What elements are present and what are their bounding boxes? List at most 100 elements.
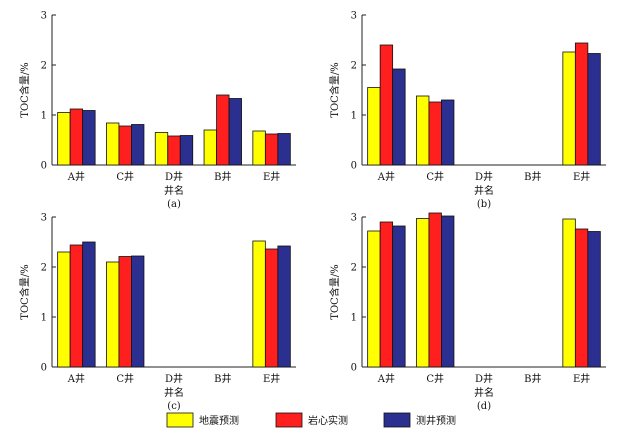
x-tick-label: A井 (377, 372, 395, 385)
y-tick-label: 3 (41, 11, 47, 22)
legend-label: 地震预测 (199, 414, 239, 427)
bar (69, 108, 84, 166)
bar (57, 251, 71, 368)
bar (118, 256, 132, 368)
x-axis-title: 井名 (164, 386, 184, 399)
y-tick-label: 1 (41, 111, 47, 122)
bar (69, 244, 84, 368)
bar (82, 110, 96, 166)
x-tick-label: D井 (165, 170, 183, 183)
bar (587, 53, 601, 166)
bar (416, 218, 430, 368)
x-tick-label: B井 (524, 372, 541, 385)
y-tick-label: 1 (41, 313, 47, 324)
x-tick-label: A井 (377, 170, 395, 183)
bar (228, 98, 242, 166)
y-tick-label: 0 (41, 363, 47, 374)
y-tick-label: 0 (351, 161, 357, 172)
y-tick-label: 3 (351, 213, 357, 224)
x-tick-label: D井 (475, 372, 493, 385)
legend-swatch (275, 412, 303, 428)
bar (264, 133, 279, 166)
y-axis-title: TOC含量/% (328, 264, 341, 319)
x-tick-label: B井 (214, 170, 231, 183)
y-tick-label: 3 (351, 11, 357, 22)
x-tick-label: C井 (426, 372, 444, 385)
y-tick-label: 2 (41, 61, 47, 72)
x-axis-title: 井名 (164, 184, 184, 197)
x-tick-label: E井 (573, 372, 590, 385)
bar (57, 112, 71, 166)
y-tick-label: 0 (351, 363, 357, 374)
bar (252, 240, 266, 368)
bar (441, 215, 455, 368)
panel-caption: (d) (477, 401, 491, 412)
x-axis-title: 井名 (474, 184, 494, 197)
y-axis-title: TOC含量/% (18, 264, 31, 319)
legend-label: 岩心实测 (308, 414, 348, 427)
bar (179, 135, 194, 166)
y-tick-label: 1 (351, 111, 357, 122)
x-tick-label: C井 (116, 170, 134, 183)
x-tick-label: B井 (214, 372, 231, 385)
bar (106, 122, 120, 166)
y-tick-label: 2 (41, 263, 47, 274)
x-tick-label: B井 (524, 170, 541, 183)
bar (587, 231, 601, 368)
y-tick-label: 3 (41, 213, 47, 224)
legend-swatch (383, 412, 411, 428)
bar (167, 135, 181, 166)
x-tick-label: A井 (67, 372, 85, 385)
y-tick-label: 0 (41, 161, 47, 172)
bar (562, 51, 576, 166)
legend-label: 测井预测 (416, 414, 456, 427)
bar (252, 130, 266, 166)
bar (367, 87, 381, 166)
bar (428, 212, 442, 368)
bar (277, 133, 291, 166)
x-tick-label: C井 (426, 170, 444, 183)
bar (562, 218, 576, 368)
legend: 地震预测 岩心实测 测井预测 (166, 412, 456, 428)
bar (379, 44, 394, 166)
bar (131, 124, 145, 166)
x-tick-label: E井 (263, 372, 280, 385)
bar (203, 129, 217, 166)
x-tick-label: E井 (263, 170, 280, 183)
y-axis-title: TOC含量/% (18, 62, 31, 117)
bar (379, 221, 394, 368)
bar (574, 42, 589, 166)
bar (392, 225, 406, 368)
panel-caption: (a) (167, 199, 181, 210)
bar (106, 261, 120, 368)
panel-caption: (b) (477, 199, 491, 210)
x-tick-label: A井 (67, 170, 85, 183)
x-tick-label: D井 (475, 170, 493, 183)
bar (82, 241, 96, 368)
bar (264, 248, 279, 368)
x-axis-title: 井名 (474, 386, 494, 399)
bar (416, 95, 430, 166)
y-tick-label: 1 (351, 313, 357, 324)
bar (216, 94, 230, 166)
y-tick-label: 2 (351, 61, 357, 72)
x-tick-label: D井 (165, 372, 183, 385)
legend-swatch (166, 412, 194, 428)
bar (574, 228, 589, 368)
bar (118, 125, 132, 166)
bar (367, 230, 381, 368)
bar (441, 99, 455, 166)
y-tick-label: 2 (351, 263, 357, 274)
x-tick-label: C井 (116, 372, 134, 385)
bar (392, 68, 406, 166)
y-axis-title: TOC含量/% (328, 62, 341, 117)
panel-caption: (c) (167, 401, 181, 412)
bar (428, 101, 442, 166)
bar (277, 245, 291, 368)
